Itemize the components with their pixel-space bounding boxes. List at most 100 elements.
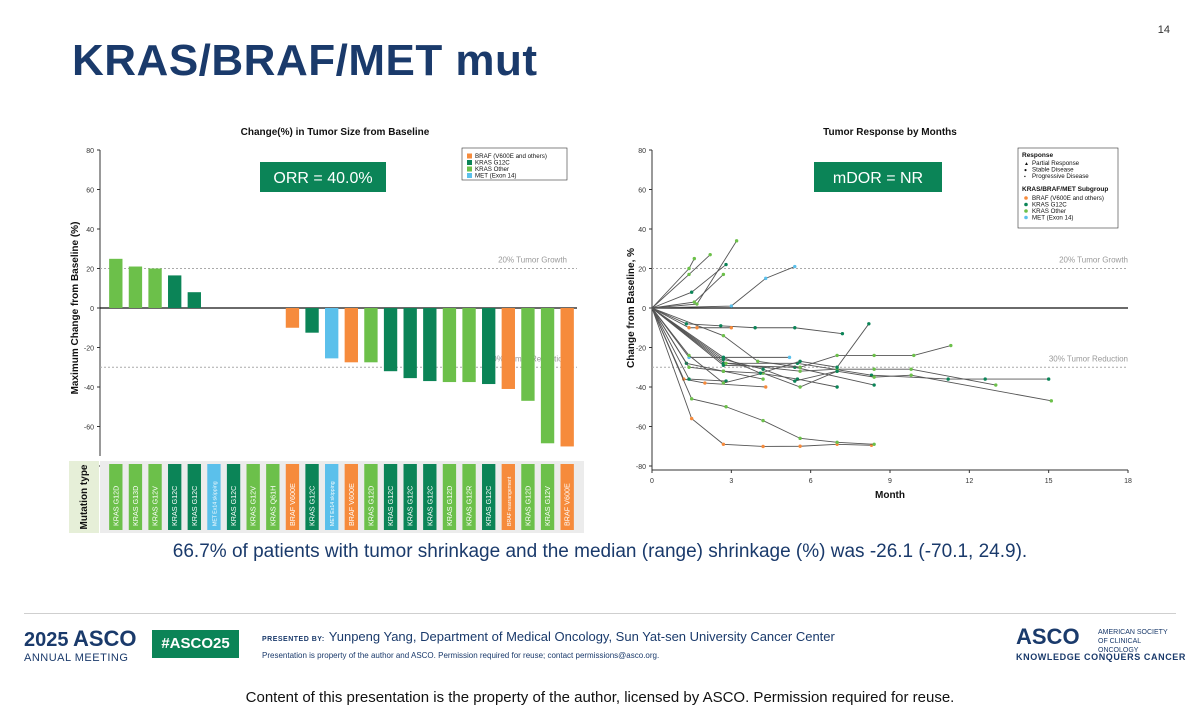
slide-title: KRAS/BRAF/MET mut [72,36,538,85]
presenter-name: Yunpeng Yang, Department of Medical Onco… [328,629,835,644]
legend-response-marker: ▪ [1024,174,1026,180]
y-tick-label: 60 [86,188,94,195]
y-tick-label: -40 [636,385,646,392]
patient-point [721,442,726,446]
patient-point [946,377,950,381]
y-tick-label: -60 [84,425,94,432]
waterfall-bar [325,308,339,359]
y-tick-label: 80 [638,148,646,155]
patient-point [787,355,792,360]
legend-swatch [467,173,472,178]
waterfall-chart: Change(%) in Tumor Size from Baseline Ma… [69,127,584,533]
patient-point [684,322,689,326]
waterfall-ylabel: Maximum Change from Baseline (%) [70,222,81,395]
waterfall-bar [168,275,182,308]
mutation-label-box [266,464,280,530]
y-tick-label: -60 [636,425,646,432]
patient-point [689,290,694,294]
reference-line-label: 20% Tumor Growth [498,256,567,265]
mutation-label-box [482,464,496,530]
mutation-label: BRAF rearrangement [507,476,513,526]
mutation-label: KRAS G12V [249,486,258,526]
orr-badge: ORR = 40.0% [260,162,386,192]
y-tick-label: -20 [636,346,646,353]
patient-point [869,373,874,377]
mutation-label-box [540,464,555,530]
waterfall-bar [305,308,319,333]
patient-point [692,256,697,261]
y-tick-label: -40 [84,385,94,392]
y-tick-label: -20 [84,346,94,353]
waterfall-bar [285,308,300,328]
patient-line [651,307,764,380]
patient-point [708,252,712,257]
org-word: ASCO [1016,624,1080,649]
copyright-text: Content of this presentation is the prop… [245,689,955,706]
patient-line [651,307,732,329]
patient-point [724,405,728,409]
asco-org-logo: ASCO AMERICAN SOCIETY OF CLINICAL ONCOLO… [1016,624,1185,668]
waterfall-bar [109,258,123,308]
mutation-label: KRAS G12D [111,486,120,526]
patient-point [761,367,765,371]
patient-point [703,381,707,385]
x-tick-label: 9 [888,478,892,485]
patient-point [724,361,728,365]
legend-group-label: BRAF (V600E and others) [1032,195,1104,202]
legend-label: MET (Exon 14) [475,173,517,180]
patient-point [689,416,694,421]
legend-group-dot [1024,215,1028,220]
patient-point [872,383,876,387]
org-name: AMERICAN SOCIETY OF CLINICAL ONCOLOGY [1098,629,1168,654]
waterfall-bar [560,308,574,447]
waterfall-bar [462,308,476,383]
legend-response-title: Response [1022,152,1053,159]
mutation-label: KRAS G12D [445,486,454,526]
mutation-label: KRAS Q61H [268,486,277,526]
patient-point [840,331,845,336]
presented-by-label: PRESENTED BY: [262,636,325,643]
patient-point [761,418,765,423]
mutation-label-box [285,464,300,530]
patient-point [764,276,768,281]
patient-point [687,377,691,381]
org-tagline: KNOWLEDGE CONQUERS CANCER [1016,652,1187,662]
waterfall-bar [148,268,162,308]
patient-point [872,367,876,371]
mutation-label-box [226,464,241,530]
y-tick-label: 0 [642,306,646,313]
patient-line [651,254,711,309]
patient-point [912,353,916,358]
patient-point [721,333,726,338]
patient-point [734,239,739,243]
waterfall-bar [540,308,555,444]
y-tick-label: 20 [86,267,94,274]
permission-note: Presentation is property of the author a… [262,651,660,660]
mutation-label-box [168,464,182,530]
patient-point [729,304,734,308]
patient-point [793,264,797,269]
patient-point [764,385,768,389]
legend-group-dot [1024,202,1028,207]
mutation-label: KRAS G12C [190,486,199,526]
waterfall-bar [482,308,496,385]
patient-line [651,307,790,358]
mutation-label: KRAS G12R [465,486,474,526]
footer-divider [24,613,1176,614]
patient-point [1046,377,1051,381]
mutation-label: KRAS G12V [543,486,552,526]
waterfall-bar [187,292,201,308]
mutation-label: KRAS G12D [523,486,532,526]
legend-response-label: Stable Disease [1032,167,1074,174]
waterfall-bar [403,308,417,379]
waterfall-bar [364,308,378,363]
patient-point [721,381,726,385]
legend-swatch [467,160,472,165]
mutation-type-panel: Mutation type KRAS G12D KRAS G13D KRAS G12… [69,461,584,533]
legend-response-label: Progressive Disease [1032,173,1089,180]
mutation-label-box [560,464,574,530]
mutation-label-box [521,464,535,530]
patient-point [798,444,802,448]
patient-point [724,262,728,267]
mutation-label: KRAS G12C [308,486,317,526]
